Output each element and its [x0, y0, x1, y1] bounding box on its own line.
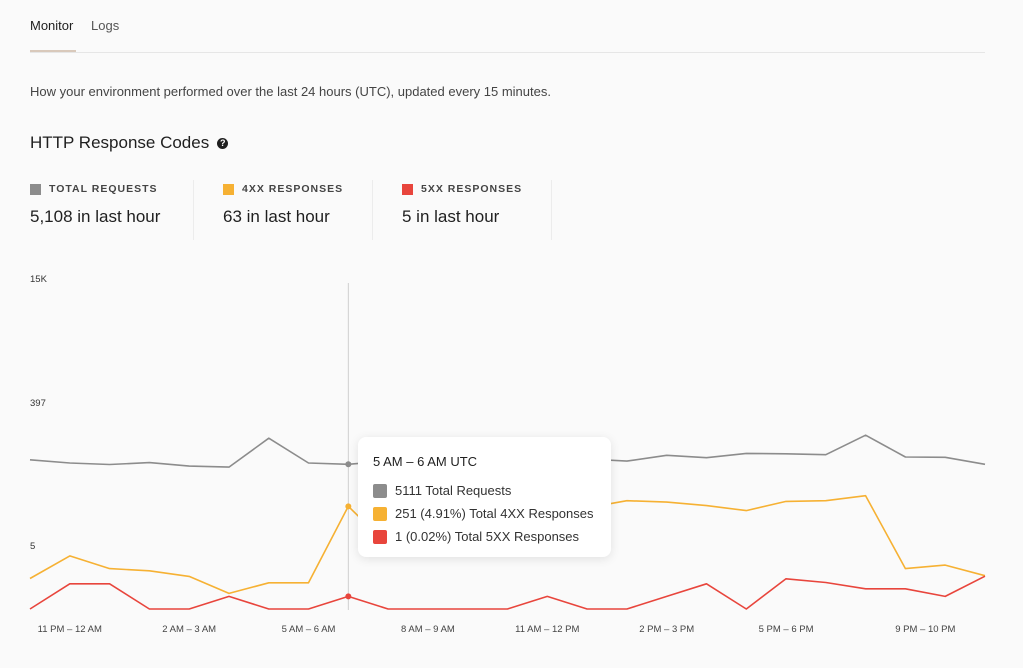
stat-value: 5 in last hour	[402, 207, 500, 226]
tooltip-swatch	[373, 483, 387, 498]
tooltip-title: 5 AM – 6 AM UTC	[373, 454, 478, 469]
stat-label: 4XX RESPONSES	[242, 183, 344, 195]
tooltip-row-text: 251 (4.91%) Total 4XX Responses	[395, 506, 594, 521]
series-line-3	[29, 575, 986, 610]
tooltip-row-5xx: 1 (0.02%) Total 5XX Responses	[373, 525, 611, 548]
section-title: HTTP Response Codes ?	[30, 133, 229, 153]
stat-divider	[551, 180, 552, 240]
stat-divider	[193, 180, 194, 240]
stat-divider	[372, 180, 373, 240]
x-tick-label: 5 PM – 6 PM	[759, 624, 814, 635]
stat-total-requests: TOTAL REQUESTS 5,108 in last hour	[30, 183, 160, 241]
tooltip-row-text: 5111 Total Requests	[395, 483, 512, 498]
data-point	[345, 593, 352, 600]
x-tick-label: 9 PM – 10 PM	[895, 624, 955, 635]
x-tick-label: 2 PM – 3 PM	[639, 624, 694, 635]
x-tick-label: 5 AM – 6 AM	[282, 624, 336, 635]
x-tick-label: 2 AM – 3 AM	[162, 624, 216, 635]
data-point	[345, 461, 352, 468]
x-tick-label: 8 AM – 9 AM	[401, 624, 455, 635]
data-point	[345, 503, 352, 510]
stat-label: TOTAL REQUESTS	[49, 183, 158, 195]
y-max-label: 15K	[30, 274, 48, 285]
stat-label: 5XX RESPONSES	[421, 183, 523, 195]
page-description: How your environment performed over the …	[30, 84, 551, 99]
y-max-label: 5	[30, 541, 35, 552]
tab-logs[interactable]: Logs	[91, 18, 120, 33]
active-tab-indicator	[30, 50, 76, 52]
tooltip-row-text: 1 (0.02%) Total 5XX Responses	[395, 529, 580, 544]
tooltip-swatch	[373, 506, 387, 521]
x-tick-label: 11 AM – 12 PM	[515, 624, 579, 635]
5xx-swatch	[402, 183, 413, 195]
chart-tooltip: 5 AM – 6 AM UTC 5111 Total Requests 251 …	[358, 437, 611, 557]
y-max-label: 397	[30, 398, 46, 409]
total-requests-swatch	[30, 183, 41, 195]
stat-4xx-responses: 4XX RESPONSES 63 in last hour	[223, 183, 343, 241]
stat-5xx-responses: 5XX RESPONSES 5 in last hour	[402, 183, 522, 241]
x-tick-label: 11 PM – 12 AM	[38, 624, 102, 635]
tooltip-swatch	[373, 529, 387, 544]
stat-value: 5,108 in last hour	[30, 207, 161, 226]
tooltip-row-total: 5111 Total Requests	[373, 479, 611, 502]
tooltip-row-4xx: 251 (4.91%) Total 4XX Responses	[373, 502, 611, 525]
tab-monitor[interactable]: Monitor	[30, 18, 74, 33]
4xx-swatch	[223, 183, 234, 195]
help-icon[interactable]: ?	[217, 137, 229, 149]
tab-bar: Monitor Logs	[30, 0, 985, 53]
section-title-text: HTTP Response Codes	[30, 133, 210, 152]
stat-value: 63 in last hour	[223, 207, 330, 226]
